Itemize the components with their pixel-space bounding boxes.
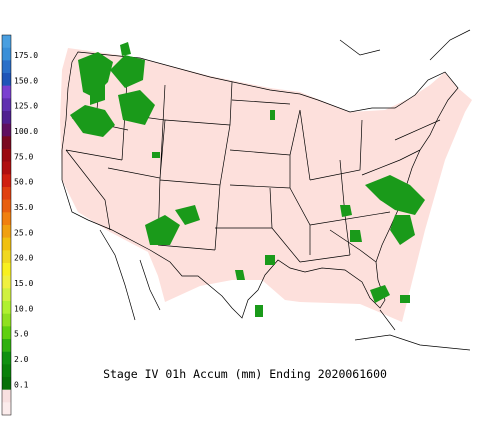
legend-swatch: [2, 123, 11, 137]
legend-swatch: [2, 225, 11, 238]
state-lines: [65, 64, 441, 263]
legend-swatch: [2, 149, 11, 162]
legend-swatch: [2, 389, 11, 403]
legend-swatch: [2, 339, 11, 352]
mexico-coast: [99, 29, 471, 351]
legend-swatch: [2, 212, 11, 226]
legend-label: 2.0: [14, 355, 29, 364]
legend-swatch: [2, 288, 11, 302]
legend-frame: [1, 34, 12, 416]
precipitation-areas: [70, 42, 425, 317]
legend-swatch: [2, 85, 11, 99]
legend-label: 50.0: [14, 178, 33, 187]
legend-swatch: [2, 111, 11, 124]
color-legend: 175.0 150.0 125.0 100.0 75.0 50.0 35.0 25.0 20.0…: [1, 34, 38, 416]
legend-swatch: [2, 351, 11, 365]
legend-swatch: [2, 237, 11, 251]
legend-swatch: [2, 98, 11, 112]
legend-label: 0.1: [14, 380, 29, 389]
legend-swatch: [2, 187, 11, 200]
legend-swatch: [2, 73, 11, 86]
legend-swatch: [2, 377, 11, 390]
legend-label: 25.0: [14, 228, 33, 237]
legend-swatch: [2, 174, 11, 188]
legend-swatch: [2, 275, 11, 289]
legend-label: 20.0: [14, 254, 33, 263]
legend-label: 75.0: [14, 152, 33, 161]
legend-swatch: [2, 35, 11, 48]
map-title: Stage IV 01h Accum (mm) Ending 202006160…: [103, 367, 387, 381]
map-body: [60, 29, 472, 351]
legend-swatch: [2, 301, 11, 314]
legend-swatch: [2, 402, 11, 416]
legend-swatch: [2, 326, 11, 340]
national-border: [61, 51, 459, 319]
legend-swatch: [2, 136, 11, 150]
legend-label: 35.0: [14, 203, 33, 212]
legend-label: 5.0: [14, 330, 29, 339]
legend-label: 10.0: [14, 304, 33, 313]
legend-swatch: [2, 364, 11, 378]
legend-swatch: [2, 313, 11, 327]
legend-label: 175.0: [14, 51, 38, 60]
legend-swatch: [2, 60, 11, 74]
legend-label: 100.0: [14, 127, 38, 136]
legend-swatch: [2, 263, 11, 276]
legend-swatch: [2, 250, 11, 264]
legend-label: 150.0: [14, 76, 38, 85]
legend-swatch: [2, 199, 11, 213]
legend-label: 125.0: [14, 102, 38, 111]
legend-swatch: [2, 161, 11, 175]
legend-label: 15.0: [14, 279, 33, 288]
legend-swatch: [2, 47, 11, 61]
